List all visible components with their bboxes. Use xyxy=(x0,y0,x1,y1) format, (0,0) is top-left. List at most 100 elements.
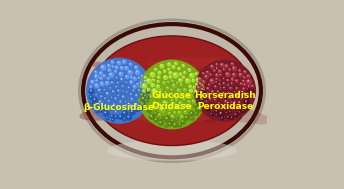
Circle shape xyxy=(109,73,111,75)
Text: Glucose
Oxidase: Glucose Oxidase xyxy=(152,91,192,111)
Circle shape xyxy=(181,75,186,79)
Circle shape xyxy=(171,64,176,70)
Circle shape xyxy=(242,91,248,98)
Circle shape xyxy=(244,83,245,85)
Circle shape xyxy=(181,96,187,101)
Circle shape xyxy=(214,106,215,107)
Circle shape xyxy=(90,79,96,85)
Circle shape xyxy=(189,105,193,109)
Circle shape xyxy=(229,106,230,107)
Circle shape xyxy=(120,67,122,68)
Circle shape xyxy=(216,67,217,68)
Circle shape xyxy=(197,99,201,103)
Circle shape xyxy=(226,115,230,119)
Circle shape xyxy=(177,89,179,91)
Circle shape xyxy=(110,80,116,86)
Circle shape xyxy=(158,113,162,117)
Circle shape xyxy=(170,104,171,105)
Circle shape xyxy=(112,102,118,108)
Circle shape xyxy=(218,102,219,104)
Circle shape xyxy=(128,70,130,73)
Circle shape xyxy=(245,100,247,102)
Circle shape xyxy=(133,85,135,87)
Circle shape xyxy=(183,110,188,115)
Circle shape xyxy=(122,106,126,110)
Circle shape xyxy=(98,71,104,76)
Circle shape xyxy=(183,88,185,90)
Circle shape xyxy=(198,100,199,101)
Circle shape xyxy=(217,106,222,111)
Circle shape xyxy=(206,101,207,102)
Circle shape xyxy=(233,100,237,104)
Circle shape xyxy=(141,75,142,76)
Circle shape xyxy=(118,61,119,63)
Circle shape xyxy=(94,70,98,74)
Circle shape xyxy=(143,94,148,98)
Circle shape xyxy=(159,116,164,120)
Circle shape xyxy=(117,107,118,108)
Circle shape xyxy=(175,62,176,64)
Circle shape xyxy=(249,90,254,95)
Circle shape xyxy=(187,99,191,104)
Circle shape xyxy=(195,73,196,74)
Circle shape xyxy=(163,101,165,103)
Ellipse shape xyxy=(145,82,222,100)
Circle shape xyxy=(230,87,232,89)
Circle shape xyxy=(168,122,173,127)
Circle shape xyxy=(200,92,204,96)
Circle shape xyxy=(163,69,167,73)
Circle shape xyxy=(179,96,180,98)
Circle shape xyxy=(229,111,230,112)
Circle shape xyxy=(234,101,235,102)
Circle shape xyxy=(146,89,150,94)
Circle shape xyxy=(176,88,182,94)
Circle shape xyxy=(156,94,161,100)
Circle shape xyxy=(208,84,209,85)
Circle shape xyxy=(164,76,166,77)
Circle shape xyxy=(123,107,124,108)
Circle shape xyxy=(171,115,173,117)
Circle shape xyxy=(103,88,107,92)
Circle shape xyxy=(125,67,127,68)
Circle shape xyxy=(146,87,151,92)
Circle shape xyxy=(123,118,125,119)
Circle shape xyxy=(180,83,182,85)
Circle shape xyxy=(128,87,129,88)
Circle shape xyxy=(224,106,225,107)
Circle shape xyxy=(193,103,198,108)
Circle shape xyxy=(198,102,200,103)
Circle shape xyxy=(118,94,119,96)
Circle shape xyxy=(147,97,148,98)
Circle shape xyxy=(107,68,112,73)
Circle shape xyxy=(158,71,160,73)
Circle shape xyxy=(186,92,193,100)
Circle shape xyxy=(203,80,204,82)
Circle shape xyxy=(140,85,141,87)
Circle shape xyxy=(137,83,138,84)
Circle shape xyxy=(136,109,138,110)
Circle shape xyxy=(140,94,142,95)
Circle shape xyxy=(221,64,222,65)
Circle shape xyxy=(144,76,146,77)
Ellipse shape xyxy=(139,70,205,93)
Circle shape xyxy=(96,110,99,113)
Circle shape xyxy=(115,110,117,112)
Circle shape xyxy=(178,111,180,113)
Circle shape xyxy=(142,89,146,93)
Circle shape xyxy=(246,88,250,91)
Circle shape xyxy=(155,84,161,89)
Circle shape xyxy=(243,110,244,111)
Circle shape xyxy=(186,79,188,81)
Circle shape xyxy=(228,96,230,98)
Circle shape xyxy=(99,72,101,74)
Circle shape xyxy=(103,110,109,117)
Circle shape xyxy=(211,79,213,81)
Circle shape xyxy=(141,93,142,94)
Circle shape xyxy=(184,77,191,84)
Circle shape xyxy=(165,124,166,125)
Circle shape xyxy=(218,110,225,117)
Circle shape xyxy=(184,115,190,121)
Circle shape xyxy=(150,104,154,108)
Circle shape xyxy=(239,105,243,109)
Circle shape xyxy=(175,117,179,121)
